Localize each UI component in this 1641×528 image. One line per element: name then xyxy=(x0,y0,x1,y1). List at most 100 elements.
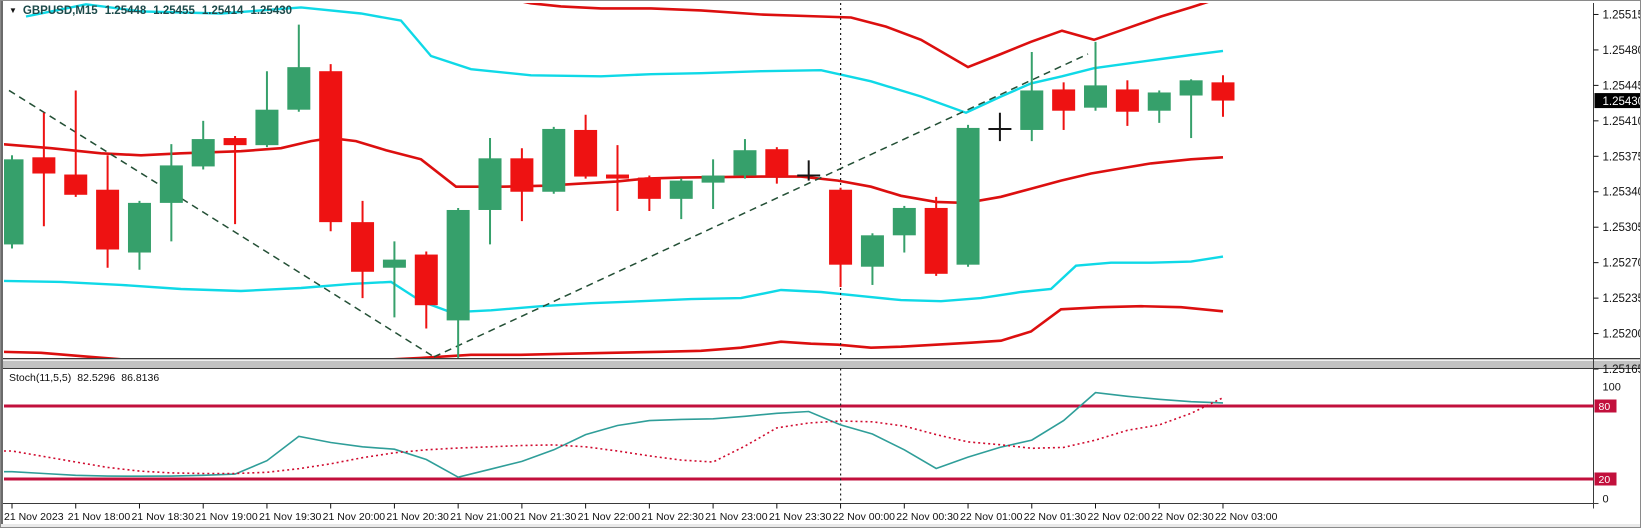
candle-body xyxy=(223,138,247,146)
time-tick-label: 21 Nov 18:00 xyxy=(68,511,131,523)
price-tick-label: 1.25445 xyxy=(1603,80,1641,92)
candle-body xyxy=(478,158,502,210)
time-tick-label: 21 Nov 23:00 xyxy=(705,511,768,523)
candle-body xyxy=(924,207,948,274)
candle-body xyxy=(733,150,757,176)
stoch-scale-100: 100 xyxy=(1603,382,1621,394)
chart-title: ▼ GBPUSD,M15 1.25448 1.25455 1.25414 1.25430 xyxy=(9,5,292,17)
low-value: 1.25414 xyxy=(201,5,244,17)
open-value: 1.25448 xyxy=(104,5,147,17)
current-price-badge: 1.25430 xyxy=(1594,93,1641,109)
lower-red-band xyxy=(4,304,1224,359)
price-tick-label: 1.25165 xyxy=(1603,364,1641,376)
candles-layer[interactable] xyxy=(1,24,1235,358)
candle-body xyxy=(96,189,120,250)
candle-body xyxy=(351,222,375,272)
time-tick-label: 21 Nov 20:30 xyxy=(386,511,449,523)
candle-body xyxy=(159,165,183,203)
stochastic-panel[interactable] xyxy=(4,368,1594,504)
candle-body xyxy=(637,177,661,199)
stoch-signal-line xyxy=(4,396,1224,475)
time-tick-label: 22 Nov 00:30 xyxy=(896,511,959,523)
time-tick-label: 21 Nov 21:00 xyxy=(450,511,513,523)
time-tick-label: 21 Nov 22:00 xyxy=(578,511,641,523)
candle-body xyxy=(605,174,629,179)
candle-body xyxy=(860,235,884,267)
candle-body xyxy=(510,158,534,192)
time-tick-label: 21 Nov 23:30 xyxy=(769,511,832,523)
price-axis: 1.25515 1.25480 1.25445 1.25410 1.25375 1.253… xyxy=(1593,9,1641,505)
candle-body xyxy=(255,109,279,146)
stoch-level-badge-20: 20 xyxy=(1594,472,1617,486)
candle-body xyxy=(382,259,406,268)
svg-text:1.25430: 1.25430 xyxy=(1603,96,1641,108)
stoch-d-value: 86.8136 xyxy=(121,372,160,384)
close-value: 1.25430 xyxy=(250,5,293,17)
candle-body xyxy=(1179,80,1203,96)
lower-cyan-band xyxy=(4,255,1224,314)
candle-body xyxy=(4,159,24,245)
time-tick-label: 22 Nov 02:00 xyxy=(1088,511,1151,523)
candle-body xyxy=(574,129,598,177)
candle-body xyxy=(829,189,853,265)
price-tick-label: 1.25305 xyxy=(1603,222,1641,234)
stoch-scale-0: 0 xyxy=(1603,493,1609,505)
panel-divider[interactable] xyxy=(1,359,1641,368)
candle-body xyxy=(1211,82,1235,101)
candle-body xyxy=(542,128,566,192)
stoch-indicator-label: Stoch(11,5,5) 82.5296 86.8136 xyxy=(9,372,159,384)
trendlines[interactable] xyxy=(8,53,1089,358)
trendline-up[interactable] xyxy=(433,53,1089,358)
price-tick-label: 1.25270 xyxy=(1603,258,1641,270)
stoch-name: Stoch(11,5,5) xyxy=(9,372,72,384)
svg-text:20: 20 xyxy=(1599,474,1611,486)
candle-body xyxy=(1052,89,1076,111)
symbol-label: GBPUSD,M15 xyxy=(22,5,98,17)
time-tick-label: 22 Nov 01:30 xyxy=(1024,511,1087,523)
main-chart-panel[interactable] xyxy=(1,1,1235,363)
candle-body xyxy=(701,175,725,183)
price-tick-label: 1.25410 xyxy=(1603,116,1641,128)
middle-red-band xyxy=(4,136,1224,205)
price-tick-label: 1.25375 xyxy=(1603,151,1641,163)
time-tick-label: 21 Nov 20:00 xyxy=(323,511,386,523)
candle-body xyxy=(32,157,56,174)
time-tick-label: 21 Nov 19:30 xyxy=(259,511,322,523)
time-axis: 21 Nov 2023 21 Nov 18:00 21 Nov 18:30 21 No… xyxy=(4,503,1278,523)
time-tick-label: 22 Nov 00:00 xyxy=(833,511,896,523)
candle-body xyxy=(191,139,215,167)
stoch-level-badge-80: 80 xyxy=(1594,399,1617,413)
collapse-triangle-icon[interactable]: ▼ xyxy=(9,6,17,15)
candle-body xyxy=(1020,90,1044,130)
candle-body xyxy=(64,174,88,195)
time-tick-label: 22 Nov 02:30 xyxy=(1151,511,1214,523)
candle-body xyxy=(892,207,916,236)
band-lines xyxy=(4,3,1224,359)
price-tick-label: 1.25340 xyxy=(1603,187,1641,199)
time-tick-label: 22 Nov 01:00 xyxy=(960,511,1023,523)
candle-body xyxy=(127,202,151,253)
upper-red-band xyxy=(522,3,1209,69)
time-tick-label: 21 Nov 2023 xyxy=(4,511,64,523)
time-tick-label: 22 Nov 03:00 xyxy=(1215,511,1278,523)
candle-body xyxy=(1147,92,1171,111)
candle-body xyxy=(446,209,470,321)
stoch-k-value: 82.5296 xyxy=(77,372,116,384)
price-tick-label: 1.25235 xyxy=(1603,293,1641,305)
candle-body xyxy=(319,71,343,223)
candle-body xyxy=(669,180,693,199)
time-tick-label: 21 Nov 21:30 xyxy=(514,511,577,523)
upper-cyan-band xyxy=(25,3,1224,114)
svg-text:80: 80 xyxy=(1599,401,1611,413)
candle-body xyxy=(765,149,789,177)
stoch-main-line xyxy=(4,391,1224,479)
price-tick-label: 1.25515 xyxy=(1603,9,1641,21)
high-value: 1.25455 xyxy=(153,5,195,17)
time-tick-label: 21 Nov 19:00 xyxy=(195,511,258,523)
candle-body xyxy=(414,254,438,306)
price-tick-label: 1.25480 xyxy=(1603,45,1641,57)
price-tick-label: 1.25200 xyxy=(1603,329,1641,341)
